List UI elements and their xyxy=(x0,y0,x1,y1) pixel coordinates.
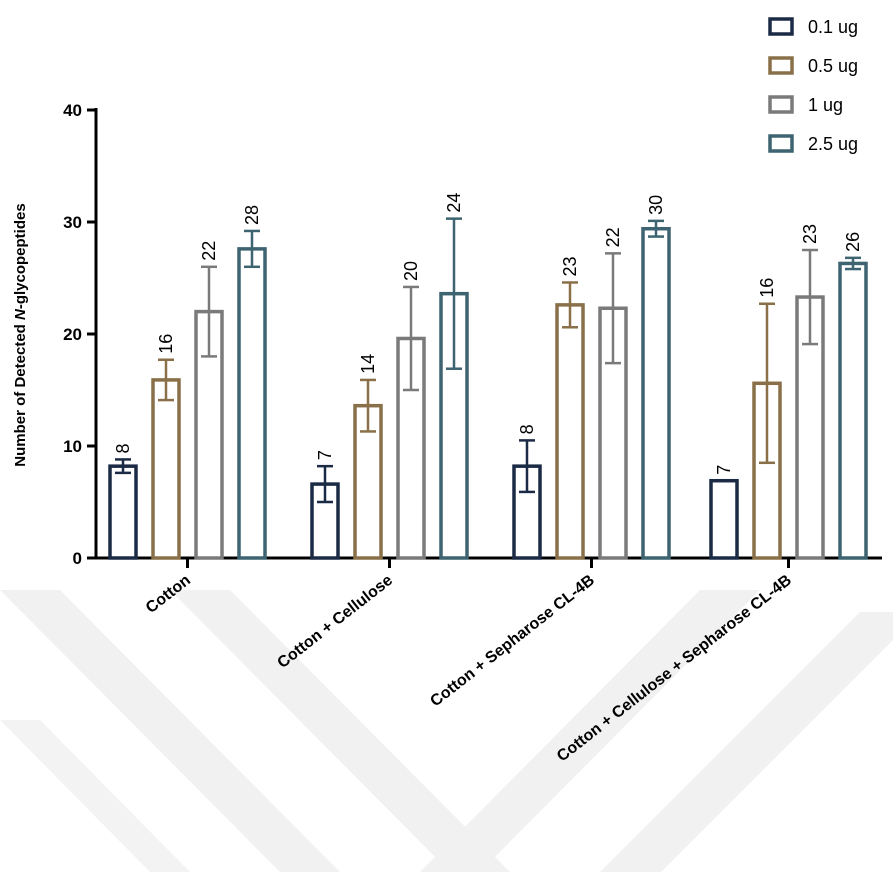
data-label: 22 xyxy=(603,227,623,247)
bar xyxy=(108,464,138,560)
legend-swatch xyxy=(768,95,794,114)
data-label: 16 xyxy=(757,278,777,298)
y-tick-label: 0 xyxy=(73,549,82,568)
data-label: 26 xyxy=(843,232,863,252)
data-label: 8 xyxy=(517,424,537,434)
data-label: 30 xyxy=(646,195,666,215)
data-label: 22 xyxy=(199,241,219,261)
data-label: 14 xyxy=(358,354,378,374)
data-label: 23 xyxy=(800,224,820,244)
legend-label: 1 ug xyxy=(808,95,843,115)
legend-swatch xyxy=(768,134,794,153)
y-tick-label: 30 xyxy=(63,213,82,232)
data-label: 24 xyxy=(444,193,464,213)
data-label: 8 xyxy=(113,443,133,453)
data-label: 23 xyxy=(560,256,580,276)
legend-label: 0.5 ug xyxy=(808,56,858,76)
legend-label: 0.1 ug xyxy=(808,17,858,37)
y-tick-label: 40 xyxy=(63,101,82,120)
background-watermark xyxy=(0,590,893,872)
bar xyxy=(709,478,739,560)
data-label: 7 xyxy=(714,465,734,475)
data-label: 28 xyxy=(242,205,262,225)
legend-swatch xyxy=(768,56,794,75)
data-label: 16 xyxy=(156,334,176,354)
data-label: 20 xyxy=(401,261,421,281)
bar xyxy=(641,226,671,560)
bar xyxy=(838,261,868,560)
legend: 0.1 ug 0.5 ug 1 ug 2.5 ug xyxy=(768,17,858,154)
legend-label: 2.5 ug xyxy=(808,134,858,154)
y-tick-label: 10 xyxy=(63,437,82,456)
bar xyxy=(555,303,585,560)
legend-swatch xyxy=(768,17,794,36)
x-category-label: Cotton + Sepharose CL-4B xyxy=(427,572,598,710)
y-axis: 0 10 20 30 40 xyxy=(63,101,98,568)
bars-group: 8 16 22 28 7 14 20 24 8 23 22 30 7 16 23 26 xyxy=(108,193,868,560)
y-tick-label: 20 xyxy=(63,325,82,344)
bar xyxy=(151,378,181,560)
data-label: 7 xyxy=(315,450,335,460)
bar xyxy=(237,247,267,560)
x-category-label: Cotton + Cellulose xyxy=(274,572,396,672)
y-axis-title: Number of Detected N-glycopeptides xyxy=(12,203,29,466)
